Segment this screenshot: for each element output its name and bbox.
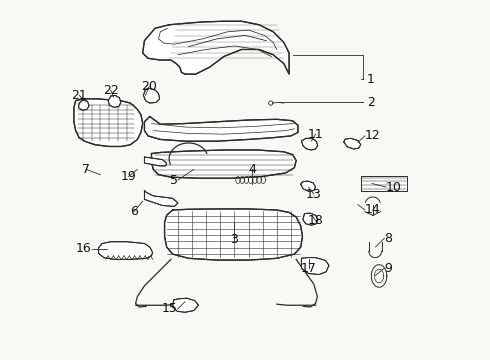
Text: 17: 17 (300, 262, 317, 275)
Text: 9: 9 (384, 262, 392, 275)
Polygon shape (74, 99, 143, 147)
Polygon shape (144, 88, 160, 103)
Text: 8: 8 (384, 232, 392, 245)
Text: 4: 4 (248, 163, 256, 176)
Text: 5: 5 (170, 174, 178, 186)
Polygon shape (165, 209, 302, 260)
Polygon shape (108, 95, 121, 107)
Text: 12: 12 (365, 129, 381, 143)
Text: 21: 21 (72, 89, 87, 102)
Polygon shape (303, 213, 318, 225)
Polygon shape (145, 117, 298, 141)
Text: 6: 6 (130, 205, 138, 218)
Text: 11: 11 (308, 128, 323, 141)
Text: 16: 16 (76, 242, 92, 255)
Text: 3: 3 (230, 234, 238, 247)
Polygon shape (362, 176, 407, 191)
Polygon shape (301, 258, 329, 275)
Text: 14: 14 (365, 203, 381, 216)
Text: 13: 13 (306, 188, 321, 201)
Text: 15: 15 (162, 302, 178, 315)
Polygon shape (78, 100, 89, 110)
Text: 19: 19 (121, 170, 136, 183)
Polygon shape (151, 150, 296, 178)
Text: 2: 2 (367, 96, 374, 109)
Text: 18: 18 (308, 214, 323, 227)
Text: 20: 20 (141, 80, 157, 93)
Polygon shape (98, 242, 152, 259)
Polygon shape (172, 298, 198, 312)
Text: 7: 7 (82, 163, 90, 176)
Text: 1: 1 (367, 73, 374, 86)
Polygon shape (143, 21, 289, 74)
Text: 22: 22 (103, 84, 119, 97)
Polygon shape (301, 138, 318, 150)
Polygon shape (145, 190, 178, 207)
Polygon shape (301, 181, 316, 191)
Polygon shape (145, 157, 167, 166)
Polygon shape (344, 138, 361, 149)
Text: 10: 10 (386, 181, 402, 194)
